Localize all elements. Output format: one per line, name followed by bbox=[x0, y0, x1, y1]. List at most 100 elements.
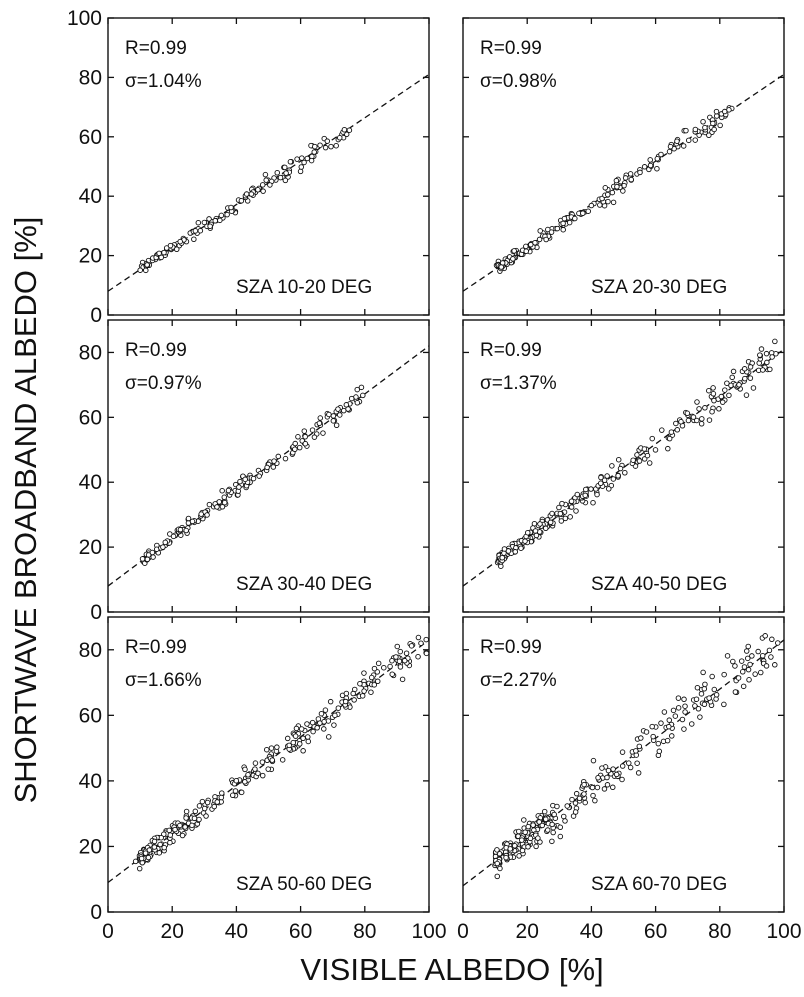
x-tick-label: 40 bbox=[580, 920, 603, 943]
data-point bbox=[225, 487, 232, 494]
data-point bbox=[521, 817, 527, 823]
data-point bbox=[726, 392, 732, 399]
data-point bbox=[750, 385, 757, 391]
data-point bbox=[357, 680, 363, 687]
data-point bbox=[523, 248, 529, 255]
panel-frame bbox=[462, 17, 785, 316]
data-point bbox=[525, 844, 531, 850]
data-point bbox=[637, 169, 643, 176]
data-point bbox=[218, 794, 225, 801]
data-point bbox=[248, 191, 255, 197]
data-point bbox=[330, 418, 337, 424]
data-point bbox=[196, 816, 202, 823]
y-tick-label: 0 bbox=[90, 304, 102, 327]
data-point bbox=[576, 795, 583, 802]
y-tick-label: 0 bbox=[90, 601, 102, 624]
data-point bbox=[556, 504, 562, 511]
data-point bbox=[547, 519, 554, 526]
data-point bbox=[702, 405, 708, 411]
data-point bbox=[710, 120, 716, 127]
data-point bbox=[619, 749, 626, 755]
data-point bbox=[348, 395, 355, 402]
data-point bbox=[343, 402, 350, 408]
data-point bbox=[701, 701, 708, 708]
sza-range-label: SZA 30-40 DEG bbox=[236, 574, 372, 595]
data-point bbox=[354, 386, 360, 393]
data-point bbox=[298, 164, 305, 170]
data-point bbox=[418, 640, 424, 646]
data-point bbox=[163, 245, 170, 251]
data-point bbox=[557, 824, 564, 830]
data-point bbox=[274, 744, 280, 750]
data-point bbox=[609, 463, 615, 469]
data-point bbox=[260, 188, 266, 194]
data-point bbox=[683, 127, 689, 134]
panel-frame bbox=[462, 319, 785, 613]
data-point bbox=[354, 400, 361, 406]
data-point bbox=[595, 774, 601, 781]
data-point bbox=[743, 392, 750, 398]
data-point bbox=[722, 387, 728, 393]
data-point bbox=[572, 800, 579, 806]
data-point bbox=[641, 164, 648, 170]
data-point bbox=[710, 391, 717, 397]
data-point bbox=[666, 717, 673, 723]
data-point bbox=[652, 447, 659, 453]
data-point bbox=[636, 458, 643, 464]
data-point bbox=[650, 733, 656, 740]
data-point bbox=[669, 733, 675, 739]
data-point bbox=[740, 683, 747, 690]
data-point bbox=[322, 707, 329, 713]
data-point bbox=[309, 719, 316, 726]
data-point bbox=[497, 865, 503, 872]
sigma-label: σ=1.66% bbox=[125, 670, 202, 691]
data-point bbox=[682, 709, 688, 715]
data-point bbox=[217, 217, 223, 224]
data-point bbox=[282, 455, 289, 462]
data-point bbox=[706, 132, 712, 139]
data-point bbox=[620, 188, 626, 194]
data-point bbox=[532, 528, 539, 534]
data-point bbox=[658, 720, 664, 726]
data-point bbox=[151, 844, 158, 850]
x-axis-title: VISIBLE ALBEDO [%] bbox=[300, 952, 603, 987]
data-point bbox=[666, 435, 673, 442]
panel-sza-10-20: 0 20 40 60 80 100 R=0.99 σ=1.04% SZA 10-20 DEG bbox=[67, 7, 430, 327]
data-point bbox=[768, 654, 774, 660]
data-point bbox=[560, 220, 566, 227]
data-point bbox=[548, 229, 555, 235]
data-point bbox=[192, 228, 199, 234]
data-point bbox=[772, 662, 778, 668]
data-point bbox=[615, 473, 621, 479]
data-point bbox=[619, 776, 625, 783]
data-point bbox=[543, 816, 549, 823]
sigma-label: σ=0.97% bbox=[125, 373, 202, 394]
data-point bbox=[242, 779, 248, 785]
data-point bbox=[757, 352, 763, 358]
panel-frame bbox=[462, 616, 785, 913]
correlation-label: R=0.99 bbox=[480, 340, 542, 361]
data-point bbox=[350, 690, 356, 697]
data-point bbox=[568, 504, 575, 510]
data-point bbox=[297, 168, 304, 175]
data-point bbox=[301, 428, 308, 434]
data-point bbox=[674, 138, 680, 144]
data-point bbox=[374, 678, 381, 685]
data-point bbox=[259, 759, 266, 765]
data-point bbox=[732, 689, 739, 695]
data-point bbox=[558, 518, 565, 524]
x-tick-label: 0 bbox=[102, 920, 114, 943]
data-point bbox=[269, 757, 275, 763]
data-point bbox=[236, 484, 242, 490]
data-point bbox=[333, 422, 340, 428]
data-point bbox=[394, 643, 401, 650]
data-point bbox=[328, 143, 334, 150]
data-point bbox=[183, 808, 190, 815]
data-point bbox=[594, 491, 600, 498]
data-point bbox=[343, 690, 350, 697]
data-point bbox=[282, 164, 288, 171]
data-point bbox=[713, 692, 720, 698]
data-point bbox=[549, 838, 555, 845]
data-point bbox=[684, 410, 691, 417]
data-point bbox=[519, 837, 525, 843]
